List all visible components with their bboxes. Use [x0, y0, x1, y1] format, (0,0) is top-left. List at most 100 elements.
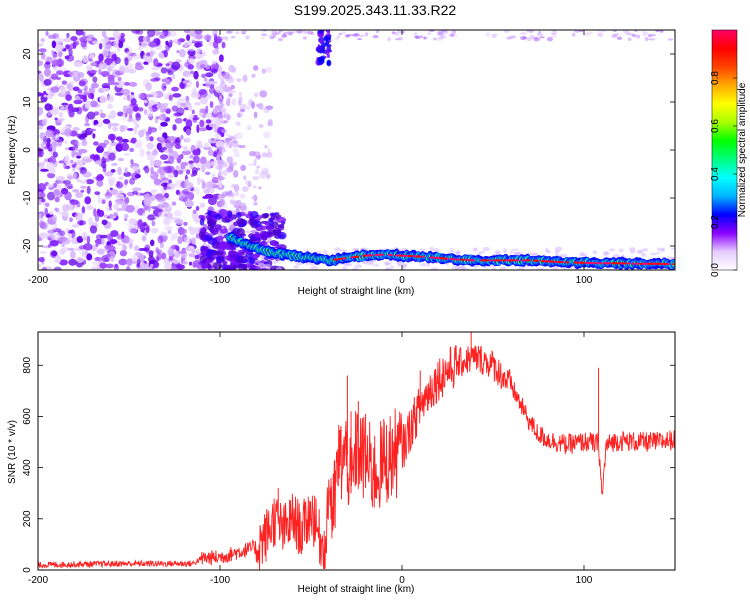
noise-blob	[268, 218, 274, 227]
noise-blob	[54, 196, 60, 203]
noise-blob	[177, 38, 182, 46]
noise-blob	[551, 32, 558, 35]
noise-blob	[86, 34, 94, 39]
noise-blob	[102, 39, 107, 48]
noise-blob	[215, 140, 225, 149]
noise-blob	[44, 207, 49, 216]
noise-blob	[88, 128, 97, 132]
noise-blob	[650, 252, 658, 256]
noise-blob	[68, 233, 72, 238]
noise-blob	[208, 140, 218, 144]
noise-blob	[125, 265, 131, 270]
track-hotspot	[333, 258, 339, 261]
noise-blob	[622, 30, 630, 34]
noise-blob	[90, 62, 97, 67]
noise-blob	[161, 82, 167, 92]
noise-blob	[207, 209, 213, 217]
noise-blob	[64, 140, 68, 144]
noise-blob	[325, 39, 330, 46]
noise-blob	[194, 102, 201, 106]
noise-blob	[195, 248, 200, 254]
noise-blob	[156, 168, 163, 174]
noise-blob	[517, 266, 525, 270]
spectrogram-line-track	[225, 232, 675, 270]
noise-blob	[92, 260, 101, 267]
noise-blob	[88, 92, 94, 100]
noise-blob	[236, 217, 245, 225]
noise-blob	[81, 232, 88, 241]
noise-blob	[127, 127, 134, 131]
noise-blob	[210, 227, 219, 236]
noise-blob	[81, 206, 86, 214]
noise-blob	[225, 133, 231, 138]
noise-blob	[219, 103, 225, 107]
noise-blob	[175, 138, 180, 143]
noise-blob	[164, 204, 173, 213]
noise-blob	[555, 251, 559, 257]
noise-blob	[218, 176, 225, 181]
snr-series	[38, 332, 675, 570]
noise-blob	[60, 105, 65, 110]
noise-blob	[38, 256, 45, 263]
noise-blob	[48, 226, 57, 231]
noise-blob	[124, 197, 130, 204]
noise-blob	[234, 121, 240, 126]
noise-blob	[142, 247, 150, 252]
noise-blob	[174, 245, 180, 250]
noise-blob	[184, 137, 191, 143]
noise-blob	[441, 30, 449, 35]
noise-blob	[142, 36, 148, 42]
noise-blob	[536, 32, 544, 37]
noise-blob	[323, 249, 327, 255]
noise-blob	[539, 36, 545, 39]
noise-blob	[203, 34, 212, 41]
noise-blob	[231, 161, 238, 167]
noise-blob	[61, 102, 69, 106]
noise-blob	[201, 180, 206, 190]
noise-blob	[131, 172, 139, 181]
noise-blob	[45, 129, 54, 138]
noise-blob	[655, 30, 660, 33]
noise-blob	[114, 33, 122, 38]
noise-blob	[641, 32, 649, 37]
noise-blob	[264, 145, 268, 149]
noise-blob	[86, 253, 93, 261]
noise-blob	[38, 199, 42, 206]
noise-blob	[191, 166, 198, 175]
noise-blob	[50, 91, 56, 97]
noise-blob	[102, 87, 111, 92]
noise-blob	[263, 131, 271, 139]
noise-blob	[174, 209, 182, 217]
noise-blob	[73, 61, 83, 68]
noise-blob	[230, 84, 236, 90]
noise-blob	[69, 250, 76, 260]
noise-blob	[89, 100, 98, 108]
track-hotspot	[421, 255, 425, 258]
noise-blob	[107, 74, 115, 81]
noise-blob	[81, 31, 86, 37]
noise-blob	[218, 54, 224, 63]
noise-blob	[391, 31, 396, 35]
noise-blob	[611, 34, 618, 38]
noise-blob	[172, 258, 180, 265]
noise-blob	[199, 145, 204, 149]
noise-blob	[551, 30, 558, 33]
noise-blob	[354, 32, 360, 37]
noise-blob	[195, 232, 200, 239]
noise-blob	[123, 171, 132, 177]
noise-blob	[92, 133, 96, 139]
noise-blob	[89, 69, 98, 74]
noise-blob	[252, 185, 257, 189]
noise-blob	[210, 64, 217, 69]
noise-blob	[44, 103, 52, 111]
noise-blob	[245, 179, 249, 185]
noise-blob	[160, 231, 168, 237]
noise-blob	[44, 115, 49, 123]
noise-blob	[248, 150, 256, 157]
noise-blob	[39, 132, 46, 140]
noise-blob	[113, 203, 119, 210]
noise-blob	[141, 235, 147, 242]
track-hotspot	[407, 254, 413, 258]
noise-blob	[168, 94, 173, 101]
noise-blob	[173, 232, 179, 239]
